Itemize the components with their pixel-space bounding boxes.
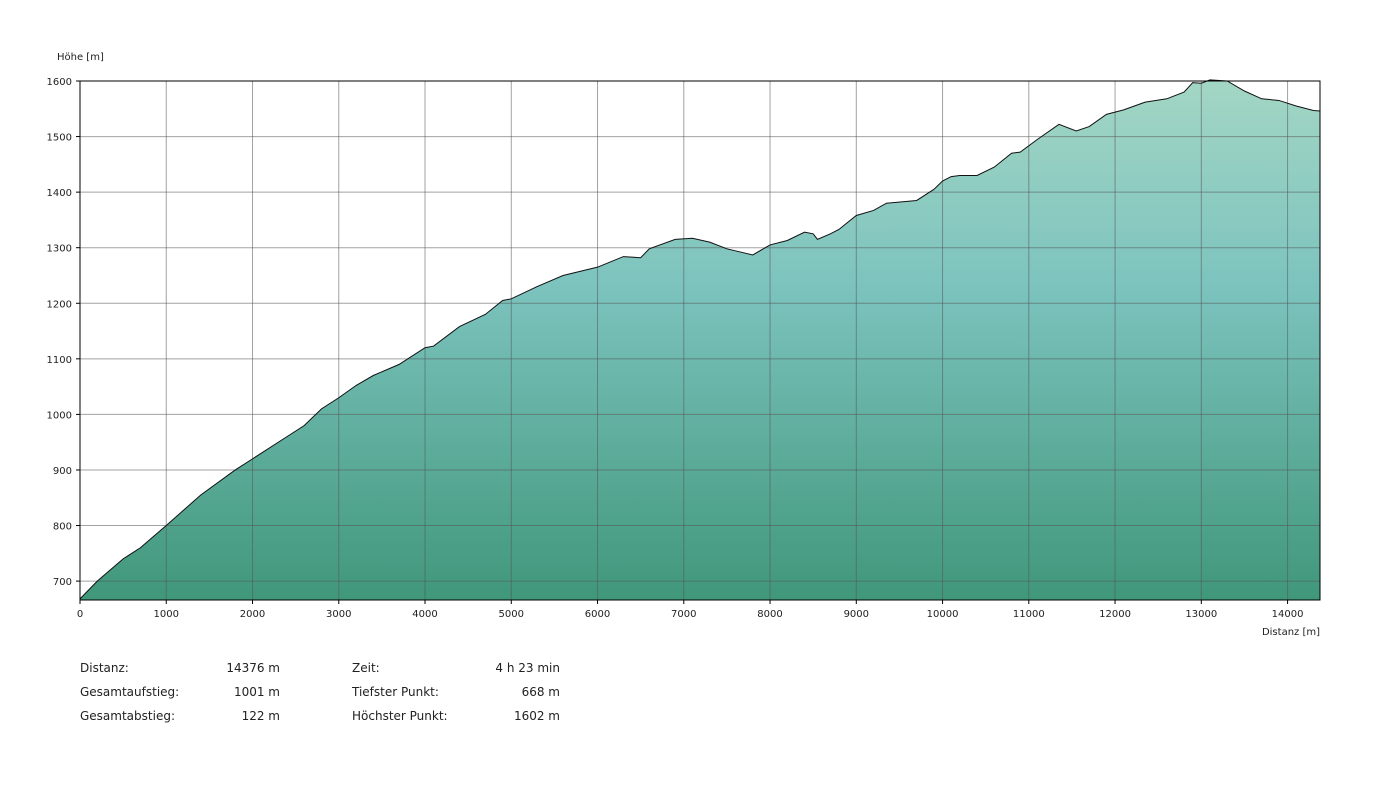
- x-tick-label: 12000: [1099, 609, 1131, 620]
- x-tick-label: 6000: [585, 609, 610, 620]
- x-tick-label: 10000: [927, 609, 959, 620]
- x-tick-label: 9000: [844, 609, 869, 620]
- stat-value: 122 m: [242, 709, 280, 723]
- plot-frame: [79, 80, 1321, 601]
- x-tick-label: 1000: [154, 609, 179, 620]
- stat-value: 14376 m: [226, 661, 280, 675]
- y-tick-label: 1500: [47, 133, 72, 144]
- y-tick-label: 1300: [47, 244, 72, 255]
- x-tick-label: 13000: [1185, 609, 1217, 620]
- x-tick-label: 2000: [240, 609, 265, 620]
- y-tick-label: 1100: [47, 355, 72, 366]
- x-tick-label: 14000: [1272, 609, 1304, 620]
- y-tick-label: 900: [53, 466, 72, 477]
- x-tick-label: 7000: [671, 609, 696, 620]
- x-tick-label: 0: [77, 609, 83, 620]
- x-tick-label: 5000: [499, 609, 524, 620]
- stat-label: Gesamtaufstieg:: [80, 685, 179, 699]
- y-tick-label: 1200: [47, 299, 72, 310]
- stat-value: 668 m: [522, 685, 560, 699]
- stat-label: Zeit:: [352, 661, 380, 675]
- stat-value: 4 h 23 min: [495, 661, 560, 675]
- x-tick-label: 8000: [757, 609, 782, 620]
- x-tick-label: 11000: [1013, 609, 1045, 620]
- stat-label: Tiefster Punkt:: [351, 685, 439, 699]
- y-tick-label: 1400: [47, 188, 72, 199]
- stat-value: 1001 m: [234, 685, 280, 699]
- stat-value: 1602 m: [514, 709, 560, 723]
- stat-label: Distanz:: [80, 661, 129, 675]
- elevation-line: [79, 79, 1321, 600]
- y-tick-label: 1600: [47, 77, 72, 88]
- x-tick-label: 3000: [326, 609, 351, 620]
- y-tick-label: 700: [53, 577, 72, 588]
- y-axis-label: Höhe [m]: [57, 52, 104, 63]
- stat-label: Gesamtabstieg:: [80, 709, 175, 723]
- x-axis-label: Distanz [m]: [1262, 627, 1320, 638]
- elevation-area: [80, 79, 1320, 600]
- stat-label: Höchster Punkt:: [352, 709, 448, 723]
- y-tick-label: 800: [53, 522, 72, 533]
- x-tick-label: 4000: [412, 609, 437, 620]
- y-tick-label: 1000: [47, 410, 72, 421]
